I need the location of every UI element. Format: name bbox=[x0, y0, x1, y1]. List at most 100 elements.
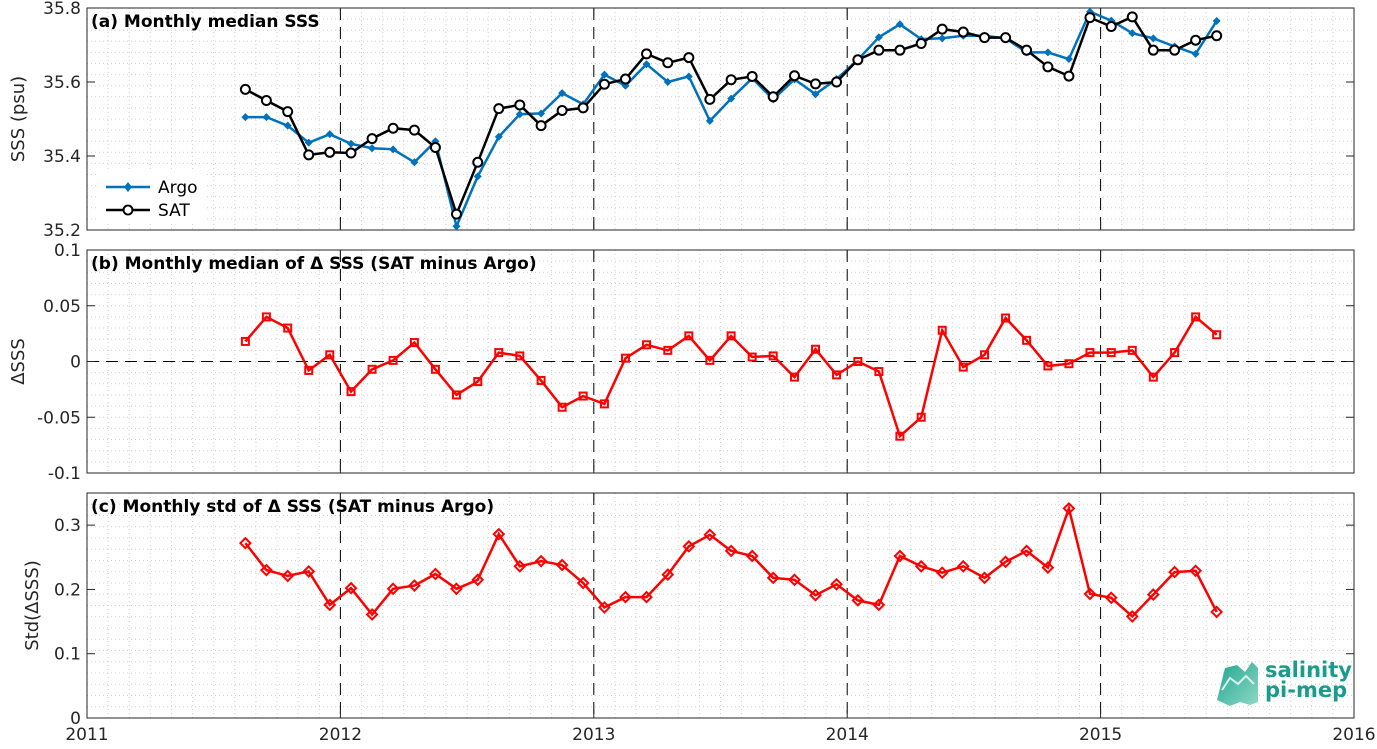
x-tick-label: 2012 bbox=[319, 725, 362, 745]
data-point bbox=[768, 351, 778, 361]
data-point bbox=[938, 34, 947, 43]
data-point bbox=[1189, 564, 1203, 578]
data-point bbox=[407, 579, 421, 592]
data-point bbox=[1042, 61, 1054, 73]
data-point bbox=[725, 74, 737, 86]
data-point bbox=[1190, 34, 1202, 46]
data-point bbox=[811, 90, 820, 99]
data-point bbox=[980, 350, 990, 360]
x-tick-label: 2011 bbox=[65, 725, 108, 745]
series-group-c bbox=[238, 502, 1224, 623]
data-point bbox=[915, 38, 927, 50]
data-point bbox=[1021, 44, 1033, 56]
data-point bbox=[1212, 330, 1222, 340]
data-point bbox=[661, 568, 675, 582]
data-point bbox=[386, 582, 400, 596]
data-point bbox=[914, 559, 928, 573]
data-point bbox=[388, 355, 398, 365]
data-point bbox=[1001, 313, 1011, 323]
data-point bbox=[852, 54, 864, 66]
data-point bbox=[1146, 588, 1160, 601]
y-tick-label: 0 bbox=[70, 353, 81, 373]
data-point bbox=[239, 83, 251, 95]
data-point bbox=[727, 94, 736, 103]
data-point bbox=[367, 364, 377, 374]
data-point bbox=[494, 132, 503, 141]
data-point bbox=[409, 338, 419, 348]
data-point bbox=[1043, 361, 1053, 371]
data-point bbox=[557, 402, 567, 412]
data-point bbox=[958, 362, 968, 372]
logo-wave-icon bbox=[1221, 674, 1255, 691]
data-point bbox=[534, 554, 548, 568]
data-point bbox=[1147, 44, 1159, 56]
data-point bbox=[851, 593, 865, 607]
data-point bbox=[259, 563, 273, 577]
data-point bbox=[641, 48, 653, 60]
data-point bbox=[642, 340, 652, 350]
data-point bbox=[684, 72, 693, 81]
y-tick-label: 0 bbox=[70, 709, 81, 729]
data-point bbox=[853, 357, 863, 366]
data-point bbox=[724, 544, 738, 558]
data-point bbox=[558, 89, 567, 98]
data-point bbox=[895, 20, 904, 29]
data-point bbox=[1105, 21, 1117, 32]
legend-sat-marker bbox=[122, 204, 134, 216]
data-point bbox=[238, 536, 252, 550]
data-point bbox=[515, 351, 525, 361]
data-point bbox=[536, 375, 546, 385]
data-point bbox=[556, 104, 568, 116]
data-point bbox=[473, 172, 482, 181]
data-point bbox=[1170, 348, 1180, 358]
data-point bbox=[1064, 55, 1073, 64]
data-point bbox=[576, 576, 590, 590]
data-point bbox=[325, 350, 335, 360]
grid-c bbox=[87, 493, 1354, 718]
data-point bbox=[935, 566, 949, 580]
data-point bbox=[492, 527, 506, 541]
data-point bbox=[323, 598, 337, 612]
panel-title-c: (c) Monthly std of Δ SSS (SAT minus Argo… bbox=[91, 497, 494, 517]
data-point bbox=[1063, 70, 1075, 82]
y-tick-label: -0.1 bbox=[48, 464, 81, 484]
legend-argo-marker bbox=[124, 182, 132, 192]
legend-sat-label: SAT bbox=[158, 201, 190, 221]
logo-line1: salinity bbox=[1265, 658, 1352, 682]
data-point bbox=[619, 590, 632, 604]
data-point bbox=[324, 146, 336, 158]
y-tick-label: 35.4 bbox=[43, 147, 81, 167]
data-point bbox=[303, 149, 315, 161]
data-point bbox=[979, 32, 991, 44]
data-point bbox=[472, 156, 484, 168]
y-tick-label: 0.2 bbox=[54, 580, 81, 600]
data-point bbox=[473, 377, 483, 387]
data-point bbox=[344, 581, 358, 595]
series-line-c bbox=[244, 504, 1218, 619]
x-tick-label: 2015 bbox=[1079, 725, 1122, 745]
x-tick-label: 2013 bbox=[572, 725, 615, 745]
data-point bbox=[811, 344, 821, 354]
data-point bbox=[788, 573, 801, 587]
data-point bbox=[663, 345, 673, 355]
data-point bbox=[872, 598, 886, 612]
data-point bbox=[810, 78, 822, 90]
data-point bbox=[1062, 502, 1076, 515]
data-point bbox=[1210, 605, 1224, 619]
data-point bbox=[1064, 359, 1074, 369]
data-point bbox=[282, 106, 294, 118]
data-point bbox=[936, 23, 948, 35]
data-point bbox=[598, 78, 610, 90]
data-point bbox=[746, 70, 758, 82]
data-point bbox=[1020, 544, 1034, 558]
data-point bbox=[1191, 312, 1201, 322]
data-point bbox=[598, 601, 611, 614]
y-axis-label-b: ΔSSS bbox=[8, 338, 29, 385]
data-point bbox=[555, 558, 569, 572]
y-axis-label-a: SSS (psu) bbox=[8, 76, 29, 162]
data-point bbox=[450, 208, 462, 220]
data-point bbox=[1149, 34, 1158, 43]
data-point bbox=[831, 76, 843, 88]
data-point bbox=[368, 144, 377, 153]
data-point bbox=[620, 353, 630, 363]
